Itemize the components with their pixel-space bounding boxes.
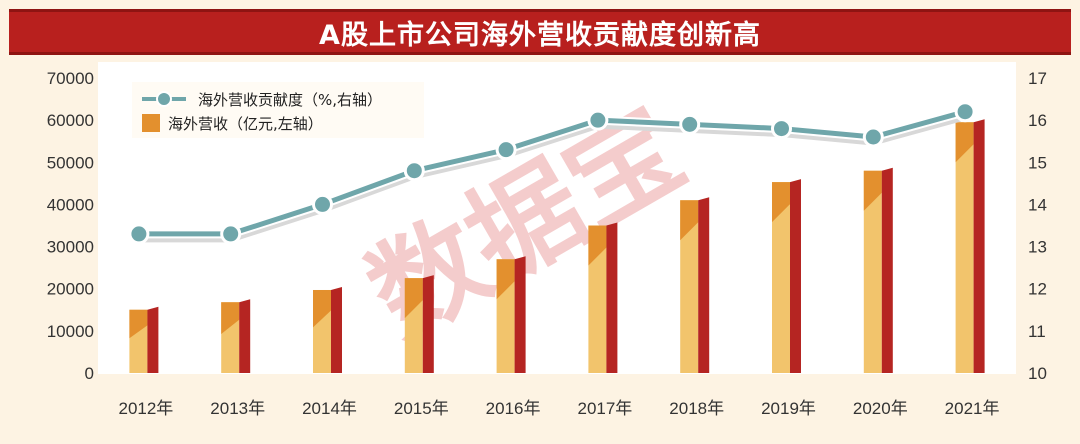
- legend-label-bar: 海外营收（亿元,左轴）: [168, 115, 323, 133]
- x-axis-tick: 2017年: [577, 399, 632, 418]
- bar-front-shade: [772, 182, 790, 223]
- right-axis: 10 11 12 13 14 15 16 17: [1028, 69, 1047, 383]
- bar-side: [973, 119, 985, 373]
- legend: 海外营收贡献度（%,右轴） 海外营收（亿元,左轴）: [132, 82, 424, 138]
- x-axis-tick: 2012年: [118, 399, 173, 418]
- chart-title: A股上市公司海外营收贡献度创新高: [319, 19, 761, 51]
- bar-front: [863, 170, 882, 373]
- right-axis-tick: 14: [1028, 195, 1047, 214]
- left-axis: 0 10000 20000 30000 40000 50000 60000 70000: [47, 69, 94, 383]
- right-axis-tick: 10: [1028, 364, 1047, 383]
- right-axis-tick: 17: [1028, 69, 1047, 88]
- left-axis-tick: 0: [85, 364, 94, 383]
- bar-front-shade: [496, 259, 515, 300]
- right-axis-tick: 11: [1028, 322, 1046, 341]
- left-axis-tick: 20000: [47, 280, 94, 299]
- x-axis-tick: 2018年: [669, 399, 724, 418]
- bar: [588, 222, 618, 373]
- bar-side: [698, 197, 710, 373]
- bar-front-shade: [863, 170, 882, 211]
- bar-series: [129, 119, 985, 373]
- bar-front-shade: [588, 225, 607, 266]
- bar: [772, 179, 801, 373]
- bar-side: [239, 299, 251, 373]
- line-point: [587, 109, 609, 131]
- line-point: [679, 113, 701, 135]
- line-shadow: [138, 113, 967, 243]
- x-axis-tick: 2016年: [486, 399, 541, 418]
- bar: [404, 275, 434, 373]
- left-axis-tick: 40000: [47, 195, 94, 214]
- right-axis-tick: 15: [1028, 153, 1047, 172]
- left-axis-tick: 50000: [47, 153, 94, 172]
- bar-front-shade: [404, 278, 423, 319]
- bar-front-shade: [955, 122, 974, 163]
- line-point: [771, 118, 792, 140]
- line-point: [312, 193, 333, 215]
- line-point: [403, 160, 425, 182]
- line-point: [220, 223, 242, 245]
- bar: [221, 299, 251, 373]
- line-point: [862, 126, 884, 148]
- legend-box: [132, 82, 424, 138]
- bar-side: [514, 256, 526, 373]
- legend-line-marker: [156, 91, 172, 107]
- bar: [680, 197, 710, 373]
- line-point: [128, 223, 150, 245]
- line-path: [138, 109, 966, 237]
- bar-front-shade: [129, 309, 148, 339]
- left-axis-tick: 70000: [47, 69, 94, 88]
- bar-front: [680, 200, 699, 373]
- bar-side: [606, 222, 618, 373]
- bar-front-shade: [221, 302, 240, 335]
- line-point: [495, 139, 517, 161]
- bar: [129, 306, 159, 373]
- x-axis-tick: 2015年: [394, 399, 449, 418]
- title-bar: A股上市公司海外营收贡献度创新高: [9, 9, 1071, 55]
- bar-side: [147, 306, 159, 373]
- right-axis-tick: 16: [1028, 111, 1047, 130]
- bar-side: [422, 275, 434, 373]
- bar: [496, 256, 526, 373]
- bar: [863, 167, 893, 373]
- bar-front-shade: [680, 200, 699, 241]
- bar-front: [955, 122, 974, 373]
- left-axis-tick: 10000: [47, 322, 94, 341]
- x-axis-tick: 2020年: [853, 399, 908, 418]
- bar-front: [772, 182, 790, 373]
- x-axis-tick: 2021年: [945, 399, 1000, 418]
- left-axis-tick: 30000: [47, 238, 94, 257]
- right-axis-tick: 13: [1028, 238, 1047, 257]
- bar-side: [881, 167, 893, 373]
- bar-front-shade: [313, 289, 331, 328]
- bar-side: [790, 179, 801, 373]
- line-point: [954, 101, 976, 123]
- bar: [313, 286, 342, 373]
- x-axis-tick: 2013年: [210, 399, 265, 418]
- bar-front: [588, 225, 607, 373]
- x-axis-tick: 2014年: [302, 399, 357, 418]
- x-axis-tick: 2019年: [761, 399, 816, 418]
- line-series: [128, 101, 976, 245]
- left-axis-tick: 60000: [47, 111, 94, 130]
- legend-label-line: 海外营收贡献度（%,右轴）: [198, 91, 382, 109]
- bar-side: [331, 286, 342, 373]
- right-axis-tick: 12: [1028, 280, 1047, 299]
- x-axis: 2012年 2013年 2014年 2015年 2016年 2017年 2018年 2019年…: [118, 399, 999, 418]
- legend-bar-swatch: [142, 114, 160, 132]
- bar: [955, 119, 985, 373]
